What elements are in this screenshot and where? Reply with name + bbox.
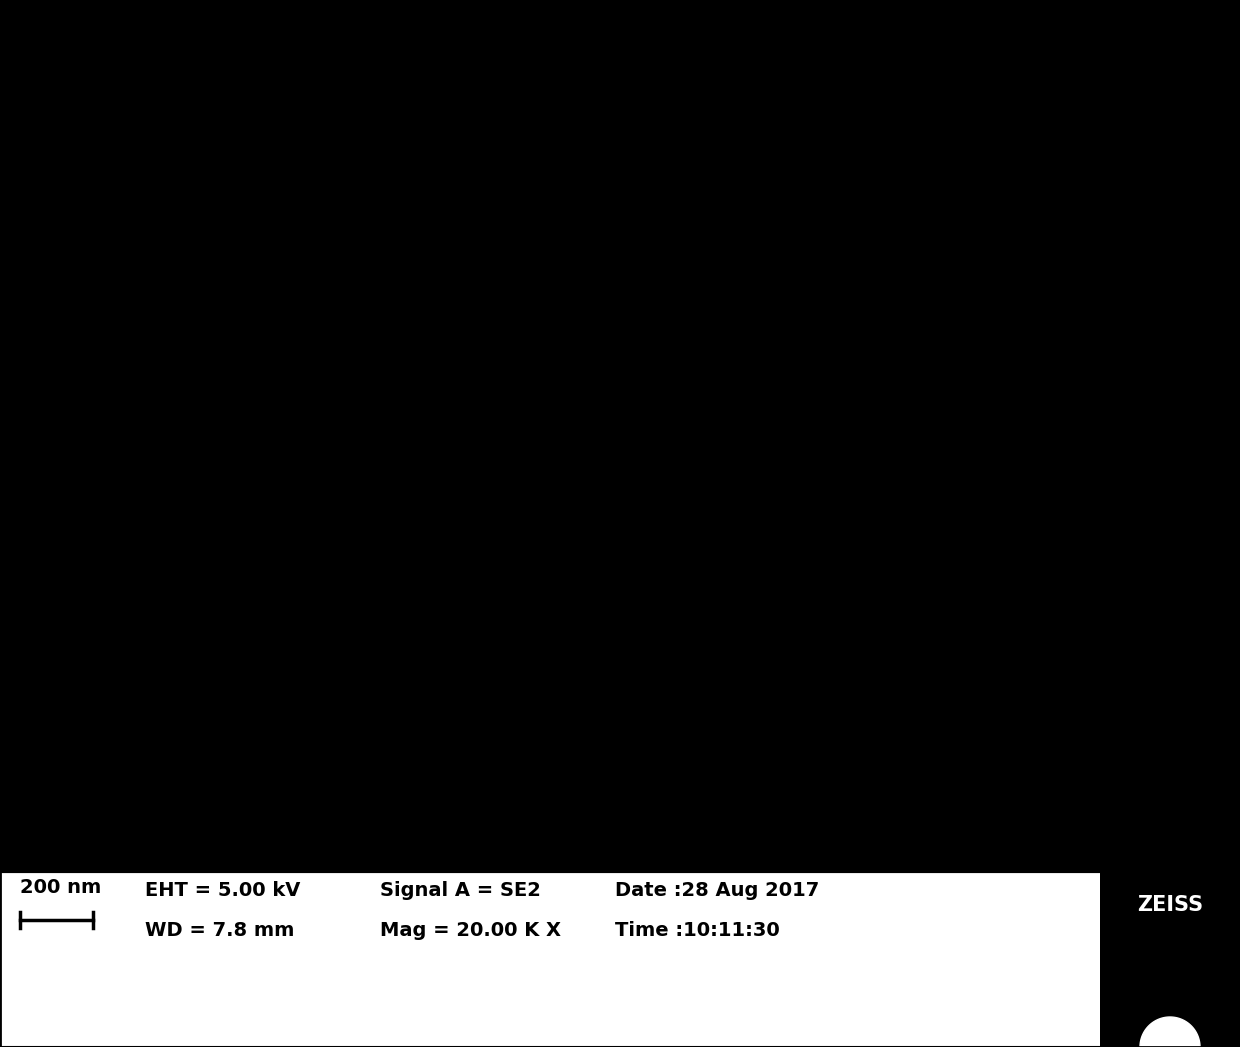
- Text: Mag = 20.00 K X: Mag = 20.00 K X: [379, 920, 560, 939]
- Text: ZEISS: ZEISS: [1137, 895, 1203, 915]
- Text: Time :10:11:30: Time :10:11:30: [615, 920, 780, 939]
- Text: WD = 7.8 mm: WD = 7.8 mm: [145, 920, 294, 939]
- Bar: [0, 872, 1240, 1047]
- Text: Signal A = SE2: Signal A = SE2: [379, 881, 541, 899]
- Text: EHT = 5.00 kV: EHT = 5.00 kV: [145, 881, 300, 899]
- Text: 200 nm: 200 nm: [20, 878, 102, 897]
- Polygon shape: [1140, 1017, 1200, 1047]
- Text: Date :28 Aug 2017: Date :28 Aug 2017: [615, 881, 820, 899]
- Bar: [1100, 872, 1240, 1047]
